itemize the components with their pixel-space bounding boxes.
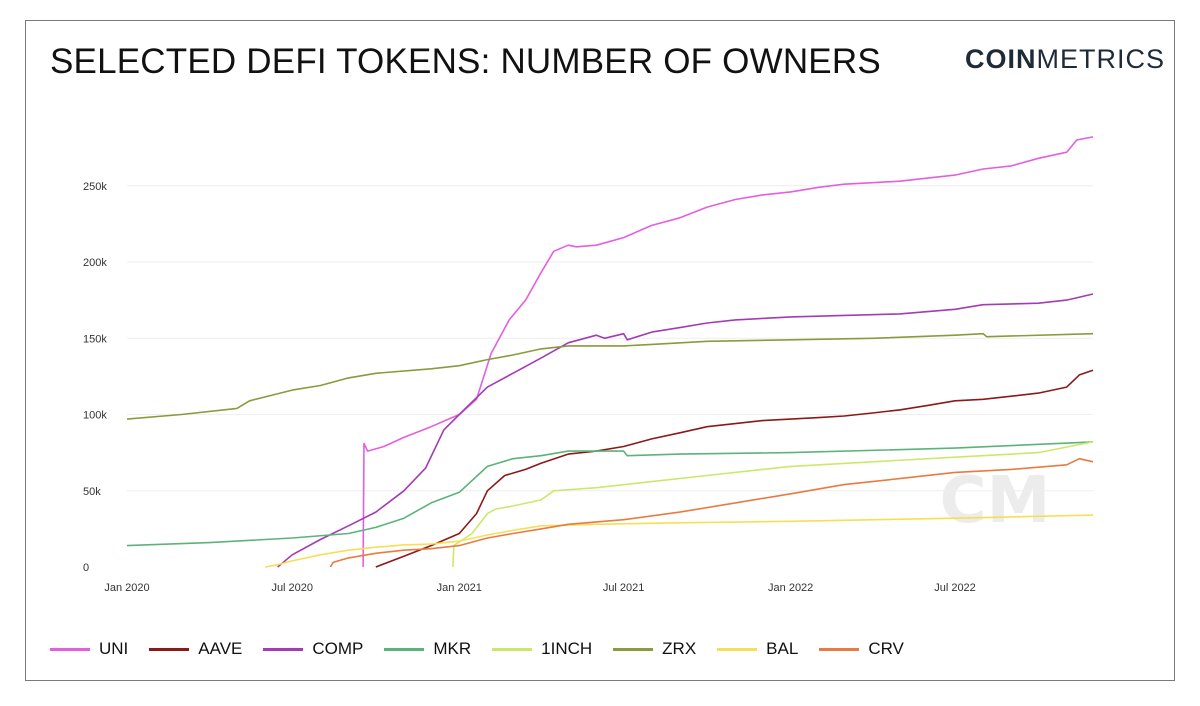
legend-swatch bbox=[819, 647, 860, 651]
series-line-uni bbox=[362, 136, 1094, 568]
x-tick-label: Jan 2021 bbox=[437, 582, 482, 594]
legend-swatch bbox=[384, 647, 425, 651]
legend-label: AAVE bbox=[198, 639, 243, 658]
chart-title: SELECTED DEFI TOKENS: NUMBER OF OWNERS bbox=[50, 42, 881, 81]
y-tick-label: 250k bbox=[83, 181, 107, 193]
brand-logo-bold: COIN bbox=[965, 44, 1037, 74]
y-tick-label: 150k bbox=[83, 333, 107, 345]
legend-label: COMP bbox=[312, 639, 364, 658]
legend-label: CRV bbox=[868, 639, 904, 658]
watermark: CM bbox=[940, 464, 1051, 538]
series-line-mkr bbox=[126, 441, 1094, 547]
legend-swatch bbox=[717, 647, 758, 651]
legend-item-aave[interactable]: AAVE bbox=[149, 639, 242, 659]
x-tick-label: Jul 2021 bbox=[603, 582, 645, 594]
series-line-bal bbox=[264, 514, 1094, 568]
legend-swatch bbox=[149, 647, 190, 651]
legend-label: ZRX bbox=[662, 639, 697, 658]
legend-swatch bbox=[613, 647, 654, 651]
series-line-aave bbox=[375, 369, 1094, 568]
legend-item-mkr[interactable]: MKR bbox=[384, 639, 471, 659]
y-tick-label: 0 bbox=[83, 562, 89, 574]
y-tick-label: 200k bbox=[83, 257, 107, 269]
y-tick-label: 100k bbox=[83, 410, 107, 422]
chart-legend: UNI AAVE COMP MKR 1INCH ZRX BAL CRV bbox=[50, 638, 925, 660]
legend-label: 1INCH bbox=[541, 639, 593, 658]
legend-swatch bbox=[50, 647, 90, 651]
series-line-zrx bbox=[126, 332, 1094, 420]
series-line-1inch bbox=[452, 441, 1094, 568]
legend-swatch bbox=[492, 647, 533, 651]
legend-item-1inch[interactable]: 1INCH bbox=[492, 639, 592, 659]
legend-label: BAL bbox=[766, 639, 799, 658]
legend-item-uni[interactable]: UNI bbox=[50, 639, 128, 659]
legend-item-zrx[interactable]: ZRX bbox=[613, 639, 696, 659]
x-tick-label: Jan 2022 bbox=[768, 582, 813, 594]
x-tick-label: Jul 2022 bbox=[934, 582, 976, 594]
legend-item-comp[interactable]: COMP bbox=[263, 639, 363, 659]
legend-item-crv[interactable]: CRV bbox=[819, 639, 904, 659]
legend-label: MKR bbox=[433, 639, 472, 658]
legend-item-bal[interactable]: BAL bbox=[717, 639, 798, 659]
brand-logo-regular: METRICS bbox=[1036, 44, 1165, 74]
x-tick-label: Jul 2020 bbox=[271, 582, 313, 594]
x-tick-label: Jan 2020 bbox=[104, 582, 149, 594]
brand-logo: COINMETRICS bbox=[965, 44, 1165, 75]
legend-label: UNI bbox=[99, 639, 129, 658]
y-tick-label: 50k bbox=[83, 486, 101, 498]
chart-frame bbox=[25, 20, 1175, 681]
series-line-crv bbox=[329, 457, 1094, 568]
series-line-comp bbox=[277, 293, 1094, 568]
legend-swatch bbox=[263, 647, 304, 651]
